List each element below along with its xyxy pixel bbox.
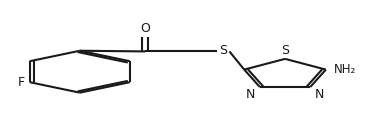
- Text: NH₂: NH₂: [334, 63, 356, 76]
- Text: N: N: [315, 88, 324, 101]
- Text: S: S: [281, 44, 289, 57]
- Text: S: S: [220, 44, 227, 57]
- Text: F: F: [18, 76, 25, 89]
- Text: O: O: [140, 22, 150, 35]
- Text: N: N: [246, 88, 255, 101]
